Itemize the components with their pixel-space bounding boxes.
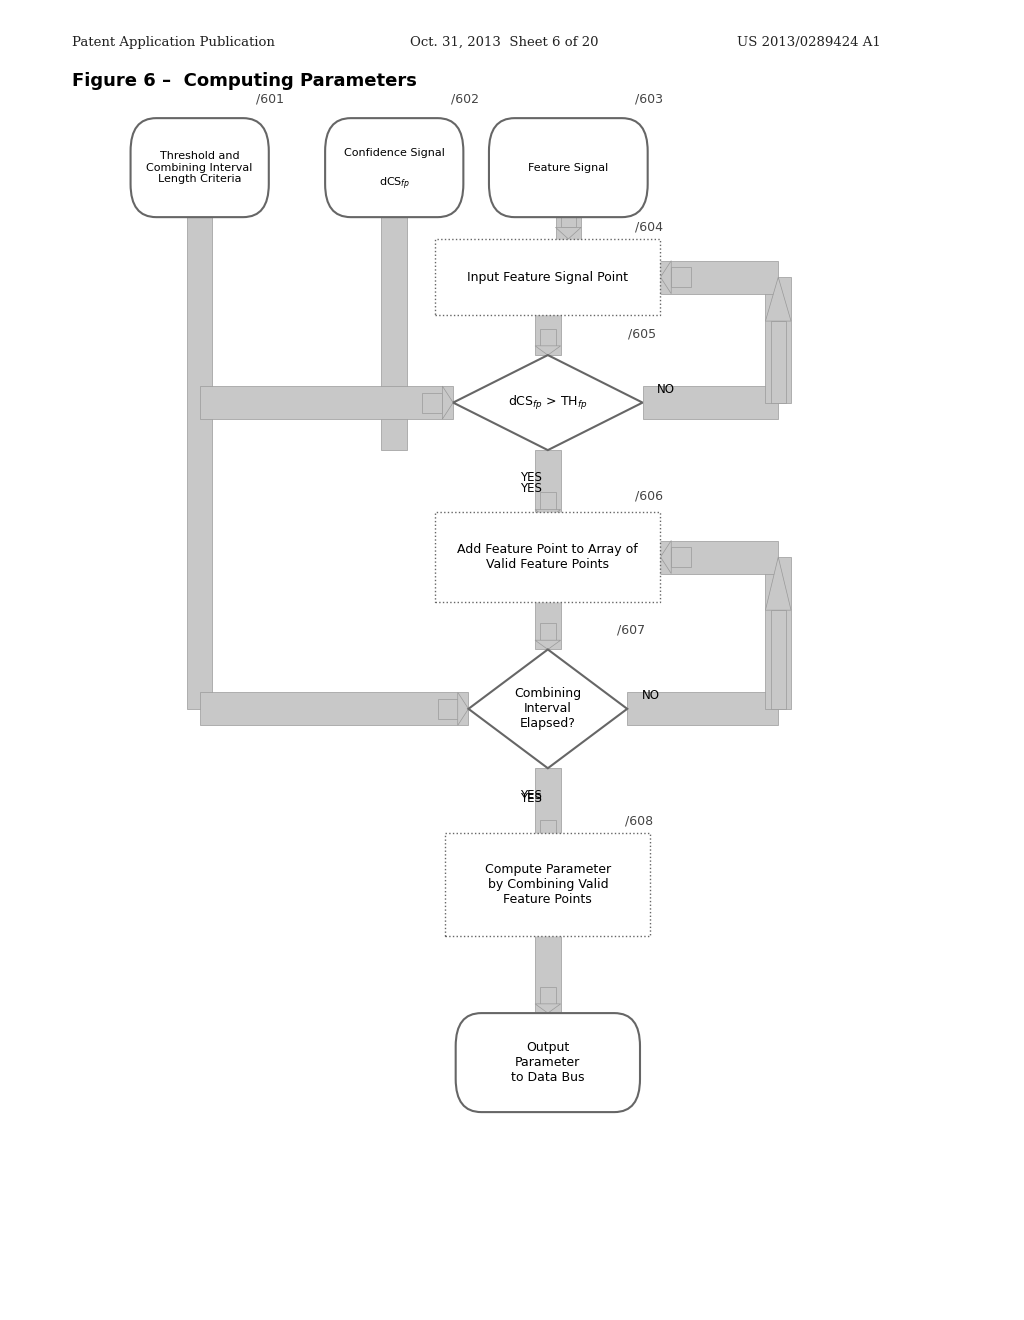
- Polygon shape: [442, 387, 453, 420]
- Text: /607: /607: [617, 623, 645, 636]
- Bar: [541, 820, 556, 837]
- Text: Figure 6 –  Computing Parameters: Figure 6 – Computing Parameters: [72, 71, 417, 90]
- Bar: [541, 492, 556, 510]
- Bar: [438, 700, 458, 718]
- Text: YES: YES: [520, 471, 543, 484]
- Text: Output
Parameter
to Data Bus: Output Parameter to Data Bus: [511, 1041, 585, 1084]
- Text: /602: /602: [451, 92, 478, 106]
- Polygon shape: [453, 355, 643, 450]
- Polygon shape: [536, 346, 561, 355]
- Text: YES: YES: [520, 482, 543, 495]
- Bar: [422, 393, 442, 412]
- Text: /601: /601: [256, 92, 284, 106]
- FancyBboxPatch shape: [131, 119, 268, 216]
- Text: YES: YES: [520, 789, 543, 803]
- Bar: [766, 557, 792, 709]
- Bar: [660, 260, 778, 293]
- FancyBboxPatch shape: [326, 119, 463, 216]
- Text: /603: /603: [635, 92, 663, 106]
- Bar: [660, 541, 778, 573]
- Bar: [536, 450, 561, 519]
- Bar: [435, 512, 660, 602]
- FancyBboxPatch shape: [489, 119, 648, 216]
- FancyBboxPatch shape: [456, 1014, 640, 1111]
- Bar: [536, 768, 561, 846]
- Text: Combining
Interval
Elapsed?: Combining Interval Elapsed?: [514, 688, 582, 730]
- Text: dCS$_{fp}$: dCS$_{fp}$: [379, 176, 410, 191]
- Polygon shape: [556, 227, 582, 239]
- Text: NO: NO: [641, 689, 659, 702]
- Polygon shape: [469, 649, 627, 768]
- Polygon shape: [536, 510, 561, 519]
- Text: US 2013/0289424 A1: US 2013/0289424 A1: [737, 36, 881, 49]
- Text: YES: YES: [520, 792, 543, 805]
- Polygon shape: [660, 541, 672, 573]
- Text: Feature Signal: Feature Signal: [528, 162, 608, 173]
- Text: /604: /604: [635, 220, 663, 234]
- Text: /606: /606: [635, 490, 663, 503]
- Bar: [541, 623, 556, 640]
- Text: Oct. 31, 2013  Sheet 6 of 20: Oct. 31, 2013 Sheet 6 of 20: [410, 36, 598, 49]
- Bar: [627, 692, 778, 726]
- Bar: [541, 329, 556, 346]
- Text: /608: /608: [625, 814, 652, 828]
- Bar: [381, 216, 408, 450]
- Text: dCS$_{fp}$ > TH$_{fp}$: dCS$_{fp}$ > TH$_{fp}$: [508, 393, 588, 412]
- Bar: [672, 546, 691, 568]
- Text: NO: NO: [657, 383, 675, 396]
- Text: Compute Parameter
by Combining Valid
Feature Points: Compute Parameter by Combining Valid Fea…: [484, 863, 611, 906]
- Bar: [556, 216, 582, 239]
- Polygon shape: [536, 837, 561, 846]
- Text: Input Feature Signal Point: Input Feature Signal Point: [467, 271, 629, 284]
- Bar: [200, 385, 453, 420]
- Polygon shape: [766, 277, 791, 321]
- Bar: [771, 321, 786, 403]
- Text: Confidence Signal: Confidence Signal: [344, 148, 444, 169]
- Bar: [435, 239, 660, 315]
- Bar: [766, 277, 792, 403]
- Text: /605: /605: [628, 327, 655, 341]
- Bar: [672, 267, 691, 286]
- Bar: [186, 216, 213, 709]
- Polygon shape: [536, 640, 561, 649]
- Bar: [541, 987, 556, 1003]
- Polygon shape: [660, 261, 672, 293]
- Bar: [536, 315, 561, 355]
- Polygon shape: [766, 557, 791, 610]
- Text: Threshold and
Combining Interval
Length Criteria: Threshold and Combining Interval Length …: [146, 150, 253, 185]
- Polygon shape: [536, 1003, 561, 1014]
- Bar: [771, 610, 786, 709]
- Bar: [200, 692, 469, 726]
- Bar: [536, 595, 561, 649]
- Bar: [643, 385, 778, 420]
- Text: Patent Application Publication: Patent Application Publication: [72, 36, 274, 49]
- Text: Add Feature Point to Array of
Valid Feature Points: Add Feature Point to Array of Valid Feat…: [458, 543, 638, 572]
- Bar: [536, 923, 561, 1014]
- Bar: [445, 833, 650, 936]
- Polygon shape: [458, 692, 469, 726]
- Bar: [561, 206, 577, 227]
